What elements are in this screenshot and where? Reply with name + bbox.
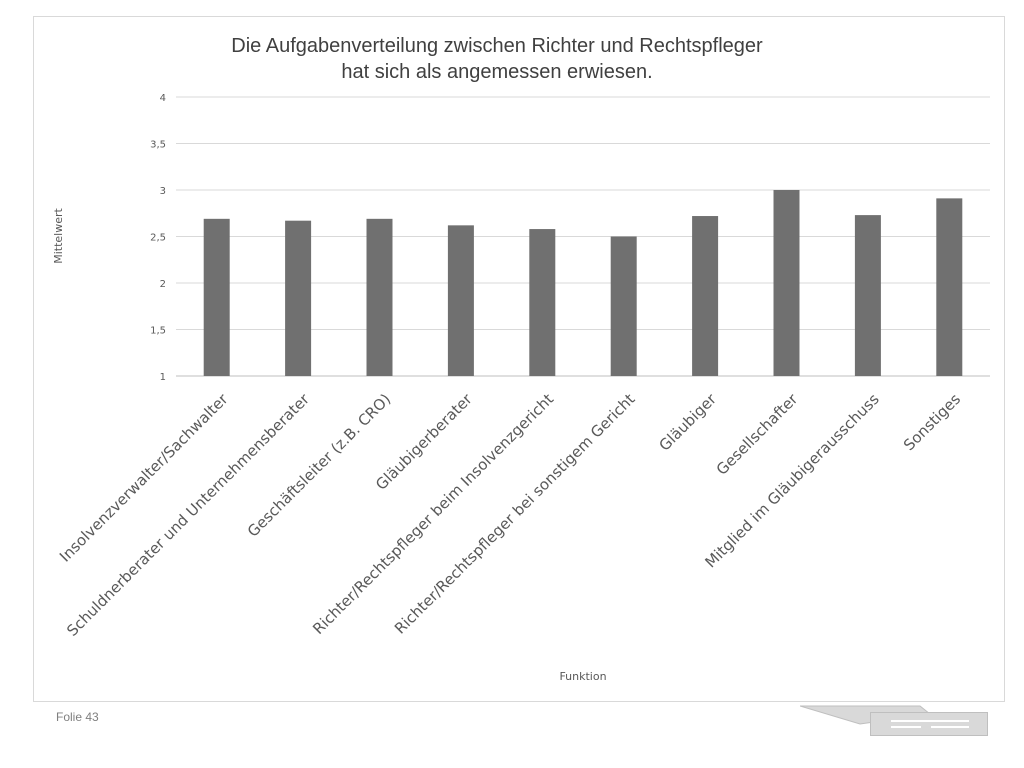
- x-category-label: Sonstiges: [900, 390, 964, 454]
- y-tick-label: 3,5: [150, 140, 166, 151]
- y-tick-label: 3: [160, 186, 166, 197]
- menu-line-icon: [891, 720, 969, 722]
- x-category-label: Gläubiger: [656, 390, 721, 455]
- y-tick-label: 1: [160, 372, 166, 383]
- previous-arrow-icon[interactable]: [800, 702, 930, 726]
- x-category-label: Insolvenzverwalter/Sachwalter: [56, 390, 232, 566]
- bars: [203, 190, 963, 376]
- menu-line-icon: [891, 726, 921, 728]
- gridlines: [176, 96, 990, 377]
- x-category-label: Gesellschafter: [713, 390, 802, 479]
- chart-title-line-1: Die Aufgabenverteilung zwischen Richter …: [231, 35, 763, 57]
- x-axis-title: Funktion: [559, 670, 606, 683]
- menu-button[interactable]: [870, 712, 988, 736]
- menu-line-icon: [931, 726, 969, 728]
- x-category-label: Mitglied im Gläubigerausschuss: [702, 390, 883, 571]
- slide-number-label: Folie 43: [56, 710, 99, 724]
- bar: [610, 236, 637, 376]
- bar: [936, 198, 963, 376]
- bar: [529, 229, 556, 376]
- y-axis-ticks: 1 1,5 2 2,5 3 3,5 4: [150, 93, 166, 383]
- bar: [692, 216, 719, 376]
- bar: [285, 220, 312, 376]
- y-tick-label: 1,5: [150, 326, 166, 337]
- x-category-label: Geschäftsleiter (z.B. CRO): [244, 390, 394, 540]
- bar: [366, 218, 393, 376]
- bar: [773, 190, 800, 376]
- y-tick-label: 2,5: [150, 233, 166, 244]
- x-axis-categories: Insolvenzverwalter/SachwalterSchuldnerbe…: [56, 390, 964, 640]
- bar: [854, 215, 881, 376]
- chart-title-line-2: hat sich als angemessen erwiesen.: [341, 61, 652, 83]
- y-tick-label: 4: [160, 93, 166, 104]
- bar: [447, 225, 474, 376]
- bar: [203, 218, 230, 376]
- y-axis-title: Mittelwert: [52, 208, 65, 264]
- slide-frame: [33, 16, 1005, 702]
- y-tick-label: 2: [160, 279, 166, 290]
